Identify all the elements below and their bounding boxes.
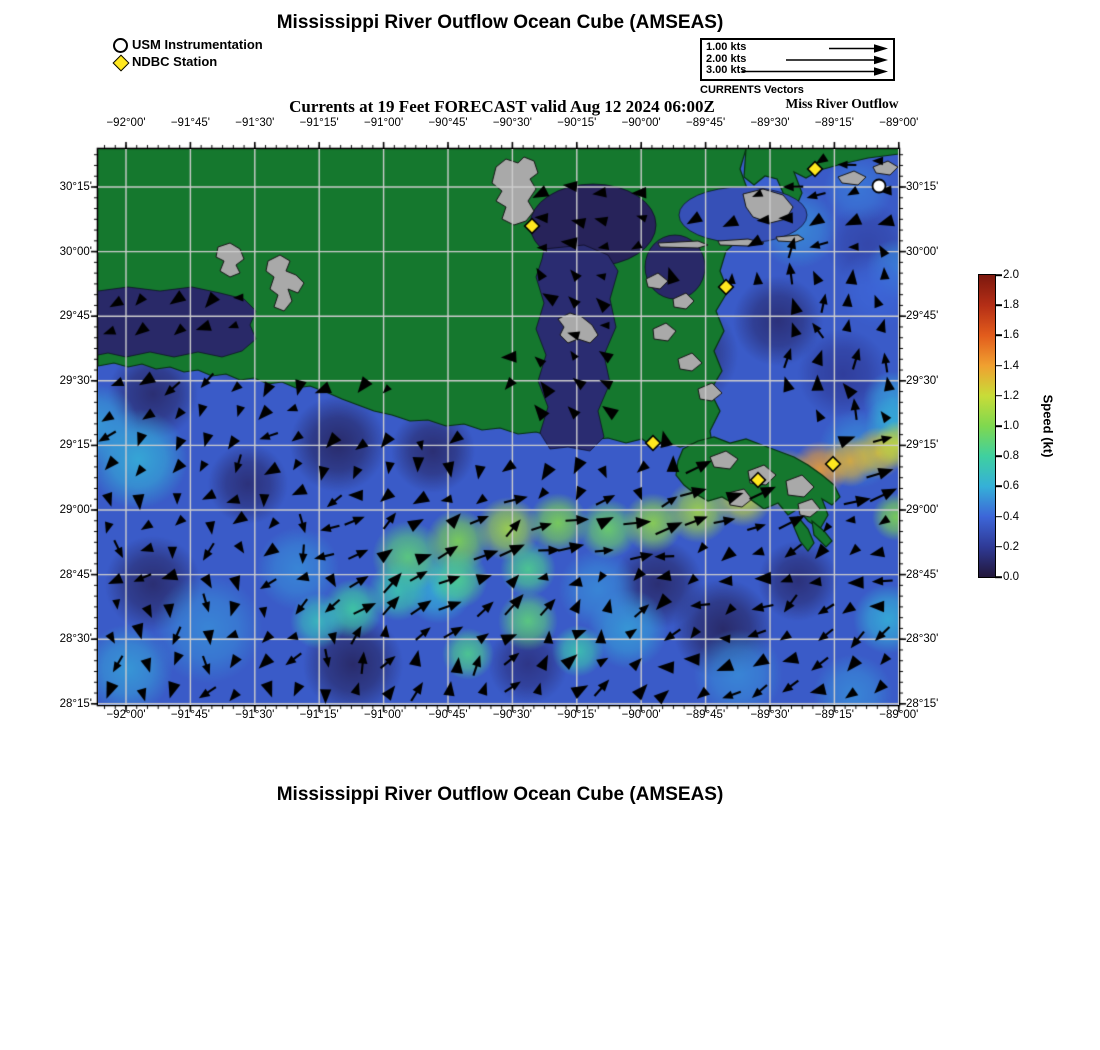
y-tick-label-right: 28°30' (906, 633, 939, 646)
colorbar-tick (994, 334, 1002, 337)
colorbar-tick-label: 1.0 (1003, 420, 1019, 432)
vector-legend-arrows (742, 44, 888, 76)
colorbar-label: Speed (kt) (1040, 394, 1056, 458)
y-tick-label-left: 28°30' (59, 633, 92, 646)
x-tick-label-top: −90°15' (557, 117, 597, 129)
colorbar-tick-label: 0.2 (1003, 540, 1019, 553)
x-tick-label-top: −89°45' (686, 117, 726, 129)
y-tick-label-right: 28°15' (906, 697, 939, 710)
colorbar-tick-label: 1.6 (1003, 329, 1019, 342)
x-tick-label-bottom: −91°45' (170, 709, 210, 721)
colorbar-tick (994, 395, 1002, 397)
colorbar-tick (994, 364, 1002, 367)
colorbar-tick-label: 2.0 (1003, 269, 1019, 281)
y-tick-label-right: 29°45' (906, 310, 939, 323)
x-tick-label-bottom: −90°45' (428, 709, 468, 721)
colorbar-tick (994, 546, 1002, 548)
colorbar-tick (994, 274, 1002, 276)
colorbar-tick (994, 425, 1002, 427)
x-tick-label-top: −90°45' (428, 117, 468, 129)
colorbar-tick-label: 1.2 (1003, 389, 1019, 402)
colorbar-tick (994, 515, 1002, 518)
y-tick-label-left: 30°15' (59, 181, 92, 193)
ndbc-diamond-icon (112, 54, 130, 72)
x-tick-label-top: −91°30' (235, 117, 275, 129)
x-tick-label-bottom: −89°45' (686, 709, 726, 721)
vector-legend-caption: CURRENTS Vectors (700, 84, 804, 96)
y-tick-label-left: 29°15' (59, 439, 92, 452)
x-tick-label-top: −89°00' (879, 117, 919, 129)
x-tick-label-top: −90°30' (492, 117, 532, 129)
y-tick-label-left: 29°45' (59, 310, 92, 323)
colorbar (978, 274, 996, 578)
x-tick-label-bottom: −90°00' (621, 709, 661, 721)
colorbar-tick (994, 304, 1002, 306)
x-tick-label-top: −92°00' (106, 117, 146, 129)
x-tick-label-bottom: −91°30' (235, 709, 275, 721)
y-tick-label-right: 29°30' (906, 374, 939, 387)
bottom-title: Mississippi River Outflow Ocean Cube (AM… (276, 784, 724, 805)
y-tick-label-right: 30°15' (906, 181, 939, 193)
x-tick-label-top: −90°00' (621, 117, 661, 129)
colorbar-tick-label: 0.8 (1003, 450, 1019, 463)
colorbar-tick-label: 0.0 (1003, 571, 1019, 583)
colorbar-tick (994, 485, 1002, 488)
x-tick-label-bottom: −89°30' (750, 709, 790, 721)
colorbar-tick (994, 576, 1002, 578)
y-tick-label-left: 29°30' (59, 374, 92, 387)
y-tick-label-left: 28°15' (59, 697, 92, 710)
y-tick-label-right: 30°00' (906, 245, 939, 258)
vector-legend-entry-1: 1.00 kts (706, 41, 747, 53)
colorbar-tick-label: 1.4 (1003, 359, 1019, 372)
x-tick-label-bottom: −90°30' (492, 709, 532, 721)
x-tick-label-bottom: −91°15' (299, 709, 339, 721)
y-tick-label-left: 28°45' (59, 568, 92, 581)
main-title: Mississippi River Outflow Ocean Cube (AM… (276, 12, 724, 33)
usm-circle-icon (113, 38, 128, 53)
x-tick-label-top: −89°30' (750, 117, 790, 129)
x-tick-label-bottom: −89°15' (814, 709, 854, 721)
x-tick-label-top: −91°00' (364, 117, 404, 129)
y-tick-label-right: 29°00' (906, 504, 939, 516)
y-tick-label-left: 29°00' (59, 504, 92, 516)
subtitle: Currents at 19 Feet FORECAST valid Aug 1… (289, 97, 715, 116)
x-tick-label-bottom: −90°15' (557, 709, 597, 721)
vector-legend-box: 1.00 kts 2.00 kts 3.00 kts (700, 38, 895, 81)
x-tick-label-bottom: −89°00' (879, 709, 919, 721)
vector-legend-entry-3: 3.00 kts (706, 64, 747, 76)
x-tick-label-bottom: −92°00' (106, 709, 146, 721)
colorbar-tick-label: 1.8 (1003, 299, 1019, 312)
x-tick-label-top: −91°15' (299, 117, 339, 129)
usm-legend-label: USM Instrumentation (132, 37, 263, 52)
x-tick-label-top: −89°15' (814, 117, 854, 129)
y-tick-label-left: 30°00' (59, 245, 92, 258)
ndbc-legend-label: NDBC Station (132, 54, 218, 69)
x-tick-label-bottom: −91°00' (364, 709, 404, 721)
colorbar-tick (994, 455, 1002, 457)
x-tick-label-top: −91°45' (170, 117, 210, 129)
colorbar-tick-label: 0.6 (1003, 480, 1019, 493)
current-speed-vector-map (98, 149, 899, 705)
y-tick-label-right: 28°45' (906, 568, 939, 581)
colorbar-tick-label: 0.4 (1003, 510, 1019, 523)
outflow-label: Miss River Outflow (785, 96, 899, 111)
vector-legend-entry-2: 2.00 kts (706, 52, 747, 65)
y-tick-label-right: 29°15' (906, 439, 939, 452)
